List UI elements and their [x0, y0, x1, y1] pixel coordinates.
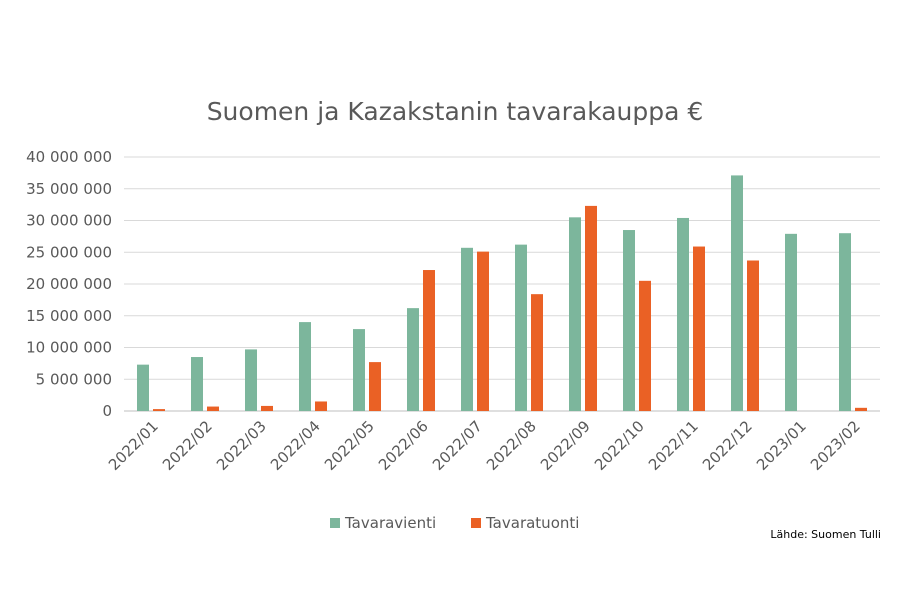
bar-tavaratuonti-2022-11 [693, 246, 705, 411]
bar-tavaravienti-2022-09 [569, 217, 581, 411]
bar-tavaravienti-2022-04 [299, 322, 311, 411]
y-tick-label: 10 000 000 [26, 339, 112, 357]
y-tick-label: 15 000 000 [26, 307, 112, 325]
bar-tavaratuonti-2023-02 [855, 407, 867, 411]
y-tick-label: 5 000 000 [36, 370, 112, 388]
bar-tavaravienti-2022-08 [515, 244, 527, 411]
legend: Tavaravienti Tavaratuonti [330, 514, 579, 532]
x-tick-label: 2023/02 [807, 417, 864, 474]
legend-swatch-tavaravienti [330, 518, 340, 528]
x-tick-label: 2022/06 [375, 417, 432, 474]
x-tick-label: 2022/02 [159, 417, 216, 474]
bar-tavaratuonti-2022-12 [747, 260, 759, 411]
y-tick-label: 40 000 000 [26, 148, 112, 166]
bar-tavaratuonti-2022-05 [369, 362, 381, 411]
bar-tavaratuonti-2022-03 [261, 405, 273, 411]
bar-tavaravienti-2022-03 [245, 349, 257, 411]
x-tick-label: 2022/10 [591, 417, 648, 474]
bar-tavaratuonti-2022-07 [477, 251, 489, 411]
legend-label-tavaratuonti: Tavaratuonti [485, 514, 579, 532]
source-note: Lähde: Suomen Tulli [770, 528, 881, 541]
x-tick-label: 2022/12 [699, 417, 756, 474]
bar-tavaravienti-2022-01 [137, 364, 149, 411]
bar-tavaratuonti-2022-01 [153, 409, 165, 411]
bar-tavaravienti-2022-06 [407, 308, 419, 411]
bar-tavaravienti-2022-10 [623, 230, 635, 411]
bar-tavaratuonti-2022-09 [585, 205, 597, 411]
x-tick-label: 2022/05 [321, 417, 378, 474]
gridlines [124, 156, 880, 412]
bar-tavaravienti-2022-05 [353, 329, 365, 411]
bar-tavaratuonti-2022-02 [207, 406, 219, 411]
bar-tavaravienti-2022-07 [461, 247, 473, 411]
x-tick-label: 2022/09 [537, 417, 594, 474]
legend-label-tavaravienti: Tavaravienti [344, 514, 436, 532]
bar-tavaravienti-2022-12 [731, 175, 743, 411]
x-tick-label: 2023/01 [753, 417, 810, 474]
bar-tavaratuonti-2022-04 [315, 401, 327, 411]
y-tick-label: 0 [102, 402, 112, 420]
legend-swatch-tavaratuonti [471, 518, 481, 528]
bar-tavaravienti-2023-02 [839, 233, 851, 411]
x-tick-label: 2022/07 [429, 417, 486, 474]
y-tick-label: 30 000 000 [26, 212, 112, 230]
x-tick-label: 2022/11 [645, 417, 702, 474]
x-tick-label: 2022/01 [105, 417, 162, 474]
x-tick-label: 2022/03 [213, 417, 270, 474]
y-tick-label: 35 000 000 [26, 180, 112, 198]
y-tick-label: 20 000 000 [26, 275, 112, 293]
bar-tavaravienti-2023-01 [785, 233, 797, 411]
chart-title: Suomen ja Kazakstanin tavarakauppa € [207, 97, 704, 126]
bar-tavaravienti-2022-11 [677, 217, 689, 411]
y-axis-tick-labels: 0 5 000 000 10 000 000 15 000 000 20 000 000… [26, 148, 112, 420]
bar-tavaratuonti-2022-06 [423, 270, 435, 411]
bar-tavaratuonti-2022-10 [639, 280, 651, 411]
x-axis-tick-labels: 2022/012022/022022/032022/042022/052022/… [105, 417, 864, 474]
bar-tavaravienti-2022-02 [191, 357, 203, 411]
bars [137, 175, 867, 411]
x-tick-label: 2022/04 [267, 417, 324, 474]
bar-tavaratuonti-2022-08 [531, 294, 543, 411]
y-tick-label: 25 000 000 [26, 243, 112, 261]
x-tick-label: 2022/08 [483, 417, 540, 474]
